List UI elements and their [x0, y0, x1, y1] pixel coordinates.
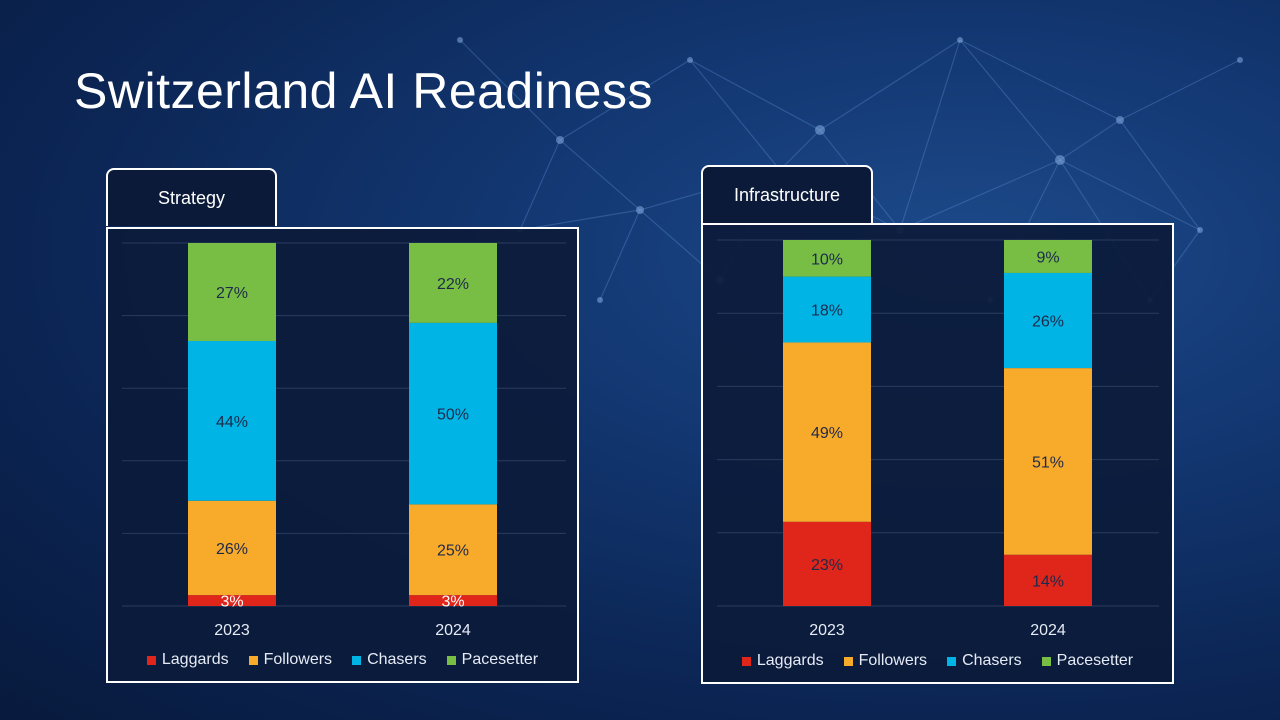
- infrastructure-chart-panel: 23% 49% 18% 10% 2023 14% 51% 26% 9% 2024 Laggards…: [701, 223, 1174, 684]
- legend-item-followers: Followers: [248, 651, 333, 669]
- data-label-laggards-2024: 3%: [441, 594, 464, 611]
- data-label-chasers-2023: 44%: [216, 414, 248, 431]
- legend-swatch-chasers: [947, 656, 957, 666]
- bar-segment-laggards-2024: [409, 595, 497, 606]
- bar-segment-chasers-2024: [1004, 272, 1092, 369]
- data-label-followers-2024: 25%: [437, 543, 469, 560]
- data-label-followers-2023: 26%: [216, 541, 248, 558]
- legend-swatch-pacesetter: [1041, 656, 1051, 666]
- bar-segment-laggards-2023: [188, 595, 276, 606]
- category-label-2024: 2024: [435, 622, 471, 639]
- bar-segment-pacesetter-2024: [409, 243, 497, 323]
- legend-swatch-followers: [843, 656, 853, 666]
- legend-item-chasers: Chasers: [947, 652, 1022, 670]
- infrastructure-chart: 23% 49% 18% 10% 2023 14% 51% 26% 9% 2024: [717, 239, 1159, 639]
- legend-item-pacesetter: Pacesetter: [1041, 652, 1134, 670]
- legend-swatch-pacesetter: [446, 655, 456, 665]
- bar-segment-pacesetter-2023: [783, 240, 871, 277]
- strategy-chart: 3% 26% 44% 27% 2023 3% 25% 50% 22% 2024: [122, 242, 566, 639]
- strategy-tab-label: Strategy: [157, 187, 226, 208]
- legend-label: Chasers: [962, 652, 1022, 669]
- legend-label: Laggards: [161, 651, 229, 668]
- legend-swatch-laggards: [741, 656, 751, 666]
- bar-segment-chasers-2024: [409, 322, 497, 505]
- category-label-2023: 2023: [214, 622, 250, 639]
- page-title: Switzerland AI Readiness: [74, 63, 653, 119]
- bar-segment-laggards-2023: [783, 521, 871, 606]
- data-label-chasers-2024: 26%: [1032, 314, 1064, 331]
- data-label-pacesetter-2024: 9%: [1036, 249, 1059, 266]
- data-label-laggards-2024: 14%: [1032, 573, 1064, 590]
- data-label-chasers-2023: 18%: [811, 303, 843, 320]
- data-label-followers-2024: 51%: [1032, 454, 1064, 471]
- data-label-chasers-2024: 50%: [437, 407, 469, 424]
- legend-label: Chasers: [367, 651, 427, 668]
- legend-label: Laggards: [756, 652, 824, 669]
- infrastructure-tab-label: Infrastructure: [733, 184, 841, 205]
- category-label-2024: 2024: [1030, 622, 1066, 639]
- bar-segment-pacesetter-2023: [188, 243, 276, 342]
- legend-item-laggards: Laggards: [741, 652, 824, 670]
- legend-label: Pacesetter: [1056, 652, 1134, 669]
- data-label-pacesetter-2023: 27%: [216, 285, 248, 302]
- infrastructure-legend: Laggards Followers Chasers Pacesetter: [703, 652, 1172, 670]
- data-label-laggards-2023: 3%: [220, 594, 243, 611]
- bar-segment-laggards-2024: [1004, 554, 1092, 606]
- strategy-tab: Strategy: [106, 168, 277, 226]
- legend-swatch-laggards: [146, 655, 156, 665]
- data-label-pacesetter-2023: 10%: [811, 251, 843, 268]
- legend-swatch-followers: [248, 655, 258, 665]
- data-label-followers-2023: 49%: [811, 425, 843, 442]
- infrastructure-tab: Infrastructure: [701, 165, 873, 223]
- legend-item-laggards: Laggards: [146, 651, 229, 669]
- legend-item-followers: Followers: [843, 652, 928, 670]
- legend-item-chasers: Chasers: [352, 651, 427, 669]
- legend-label: Followers: [263, 651, 333, 668]
- legend-label: Followers: [858, 652, 928, 669]
- bar-segment-followers-2023: [188, 500, 276, 596]
- strategy-legend: Laggards Followers Chasers Pacesetter: [108, 651, 577, 669]
- bar-segment-chasers-2023: [188, 341, 276, 501]
- data-label-laggards-2023: 23%: [811, 557, 843, 574]
- bar-segment-followers-2024: [1004, 368, 1092, 555]
- bar-segment-pacesetter-2024: [1004, 240, 1092, 273]
- data-label-pacesetter-2024: 22%: [437, 276, 469, 293]
- strategy-chart-panel: 3% 26% 44% 27% 2023 3% 25% 50% 22% 2024 Laggards …: [106, 227, 579, 683]
- bar-segment-followers-2023: [783, 342, 871, 522]
- category-label-2023: 2023: [809, 622, 845, 639]
- bar-segment-followers-2024: [409, 504, 497, 596]
- legend-label: Pacesetter: [461, 651, 539, 668]
- bar-segment-chasers-2023: [783, 276, 871, 343]
- legend-item-pacesetter: Pacesetter: [446, 651, 539, 669]
- legend-swatch-chasers: [352, 655, 362, 665]
